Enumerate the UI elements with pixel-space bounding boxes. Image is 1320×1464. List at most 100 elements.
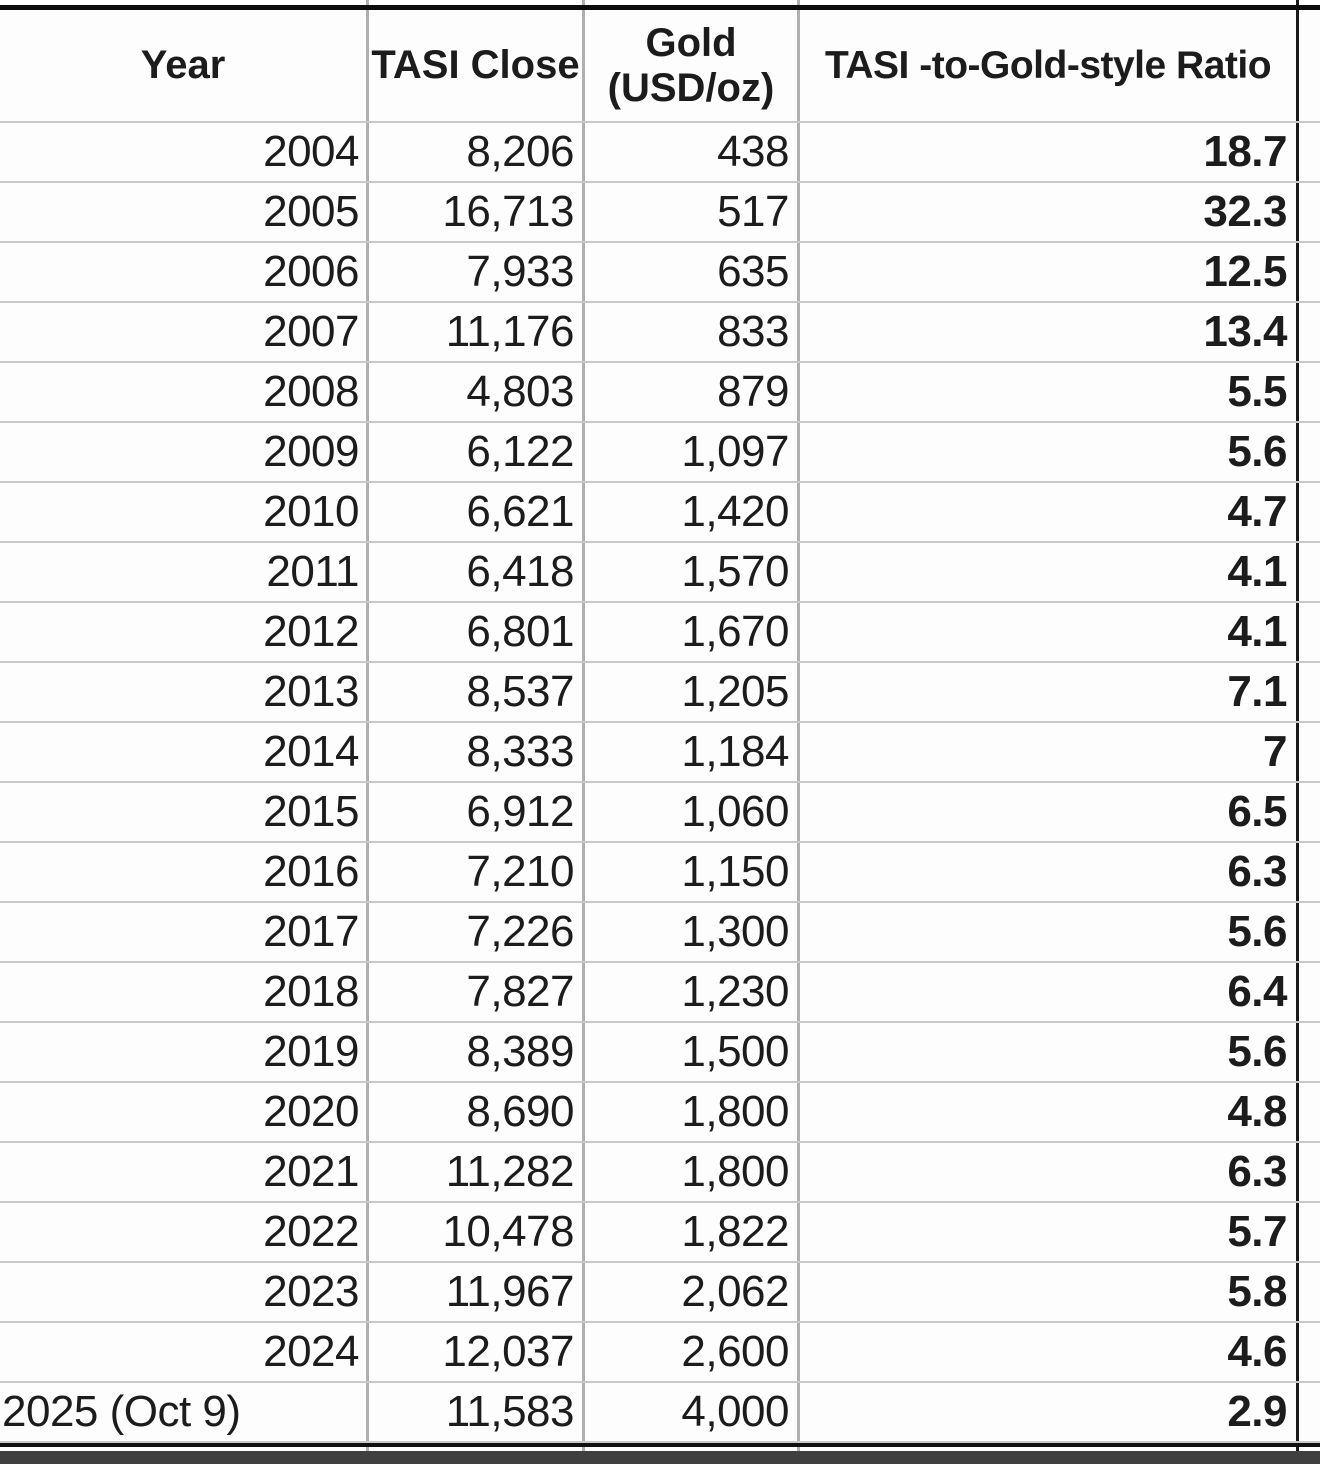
table-row-2012: 2012 6,801 1,670 4.1 xyxy=(0,603,1320,663)
edge-cell xyxy=(1299,483,1320,541)
edge-cell xyxy=(1299,363,1320,421)
edge-cell xyxy=(1299,1383,1320,1441)
top-strip-tasi xyxy=(369,0,585,5)
year-cell: 2020 xyxy=(0,1083,369,1141)
gold-cell: 1,800 xyxy=(585,1083,800,1141)
table-row-2016: 2016 7,210 1,150 6.3 xyxy=(0,843,1320,903)
tasi-close-cell: 7,210 xyxy=(369,843,585,901)
edge-cell xyxy=(1299,903,1320,961)
gold-cell: 517 xyxy=(585,183,800,241)
table-row-2005: 2005 16,713 517 32.3 xyxy=(0,183,1320,243)
edge-cell xyxy=(1299,423,1320,481)
table-row-2006: 2006 7,933 635 12.5 xyxy=(0,243,1320,303)
gold-cell: 1,097 xyxy=(585,423,800,481)
header-year: Year xyxy=(0,10,369,121)
table-row-2021: 2021 11,282 1,800 6.3 xyxy=(0,1143,1320,1203)
ratio-cell: 5.6 xyxy=(800,903,1299,961)
tasi-close-cell: 7,226 xyxy=(369,903,585,961)
year-cell: 2012 xyxy=(0,603,369,661)
year-cell: 2011 xyxy=(0,543,369,601)
gold-cell: 879 xyxy=(585,363,800,421)
year-cell: 2007 xyxy=(0,303,369,361)
header-gold: Gold (USD/oz) xyxy=(585,10,800,121)
year-cell: 2010 xyxy=(0,483,369,541)
edge-cell xyxy=(1299,1203,1320,1261)
year-cell: 2022 xyxy=(0,1203,369,1261)
gold-cell: 635 xyxy=(585,243,800,301)
edge-cell xyxy=(1299,723,1320,781)
year-cell: 2009 xyxy=(0,423,369,481)
ratio-cell: 4.8 xyxy=(800,1083,1299,1141)
top-strip-gold xyxy=(585,0,800,5)
gold-cell: 1,060 xyxy=(585,783,800,841)
table-row-2009: 2009 6,122 1,097 5.6 xyxy=(0,423,1320,483)
tasi-close-cell: 16,713 xyxy=(369,183,585,241)
gold-cell: 1,420 xyxy=(585,483,800,541)
header-row: Year TASI Close Gold (USD/oz) TASI -to-G… xyxy=(0,10,1320,123)
ratio-cell: 7.1 xyxy=(800,663,1299,721)
bottom-strip-tasi xyxy=(369,1447,585,1451)
tasi-close-cell: 12,037 xyxy=(369,1323,585,1381)
bottom-strip-ratio xyxy=(800,1447,1299,1451)
tasi-close-cell: 8,537 xyxy=(369,663,585,721)
year-cell: 2005 xyxy=(0,183,369,241)
gold-cell: 1,150 xyxy=(585,843,800,901)
year-cell: 2019 xyxy=(0,1023,369,1081)
table-row-2023: 2023 11,967 2,062 5.8 xyxy=(0,1263,1320,1323)
table-row-2024: 2024 12,037 2,600 4.6 xyxy=(0,1323,1320,1383)
tasi-close-cell: 4,803 xyxy=(369,363,585,421)
gold-cell: 2,062 xyxy=(585,1263,800,1321)
tasi-close-cell: 6,912 xyxy=(369,783,585,841)
ratio-cell: 5.6 xyxy=(800,423,1299,481)
edge-cell xyxy=(1299,663,1320,721)
edge-cell xyxy=(1299,1323,1320,1381)
ratio-cell: 2.9 xyxy=(800,1383,1299,1441)
edge-cell xyxy=(1299,1023,1320,1081)
gold-cell: 1,184 xyxy=(585,723,800,781)
edge-cell xyxy=(1299,303,1320,361)
tasi-close-cell: 11,176 xyxy=(369,303,585,361)
tasi-close-cell: 11,583 xyxy=(369,1383,585,1441)
year-cell: 2023 xyxy=(0,1263,369,1321)
year-cell: 2024 xyxy=(0,1323,369,1381)
tasi-close-cell: 7,827 xyxy=(369,963,585,1021)
gold-cell: 1,230 xyxy=(585,963,800,1021)
edge-cell xyxy=(1299,183,1320,241)
tasi-close-cell: 8,333 xyxy=(369,723,585,781)
edge-cell xyxy=(1299,963,1320,1021)
table-row-2020: 2020 8,690 1,800 4.8 xyxy=(0,1083,1320,1143)
edge-cell xyxy=(1299,543,1320,601)
table-row-2013: 2013 8,537 1,205 7.1 xyxy=(0,663,1320,723)
tasi-close-cell: 6,801 xyxy=(369,603,585,661)
tasi-close-cell: 6,418 xyxy=(369,543,585,601)
gold-cell: 4,000 xyxy=(585,1383,800,1441)
table-row-2014: 2014 8,333 1,184 7 xyxy=(0,723,1320,783)
gold-cell: 1,570 xyxy=(585,543,800,601)
ratio-cell: 6.3 xyxy=(800,843,1299,901)
table-row-2004: 2004 8,206 438 18.7 xyxy=(0,123,1320,183)
edge-cell xyxy=(1299,783,1320,841)
table-bottom-border xyxy=(0,1443,1320,1447)
top-strip-year xyxy=(0,0,369,5)
year-cell: 2008 xyxy=(0,363,369,421)
table-row-2007: 2007 11,176 833 13.4 xyxy=(0,303,1320,363)
table-top-border xyxy=(0,5,1320,10)
ratio-cell: 4.1 xyxy=(800,543,1299,601)
ratio-cell: 13.4 xyxy=(800,303,1299,361)
tasi-close-cell: 7,933 xyxy=(369,243,585,301)
ratio-cell: 12.5 xyxy=(800,243,1299,301)
ratio-cell: 4.6 xyxy=(800,1323,1299,1381)
edge-cell xyxy=(1299,123,1320,181)
ratio-cell: 5.5 xyxy=(800,363,1299,421)
header-ratio: TASI -to-Gold-style Ratio xyxy=(800,10,1299,121)
table-row-2017: 2017 7,226 1,300 5.6 xyxy=(0,903,1320,963)
ratio-cell: 7 xyxy=(800,723,1299,781)
header-tasi-close: TASI Close xyxy=(369,10,585,121)
ratio-cell: 4.1 xyxy=(800,603,1299,661)
tasi-close-cell: 11,967 xyxy=(369,1263,585,1321)
bottom-partial-row xyxy=(0,1447,1320,1451)
bottom-dark-bar xyxy=(0,1451,1320,1464)
bottom-strip-year xyxy=(0,1447,369,1451)
top-strip-ratio xyxy=(800,0,1299,5)
